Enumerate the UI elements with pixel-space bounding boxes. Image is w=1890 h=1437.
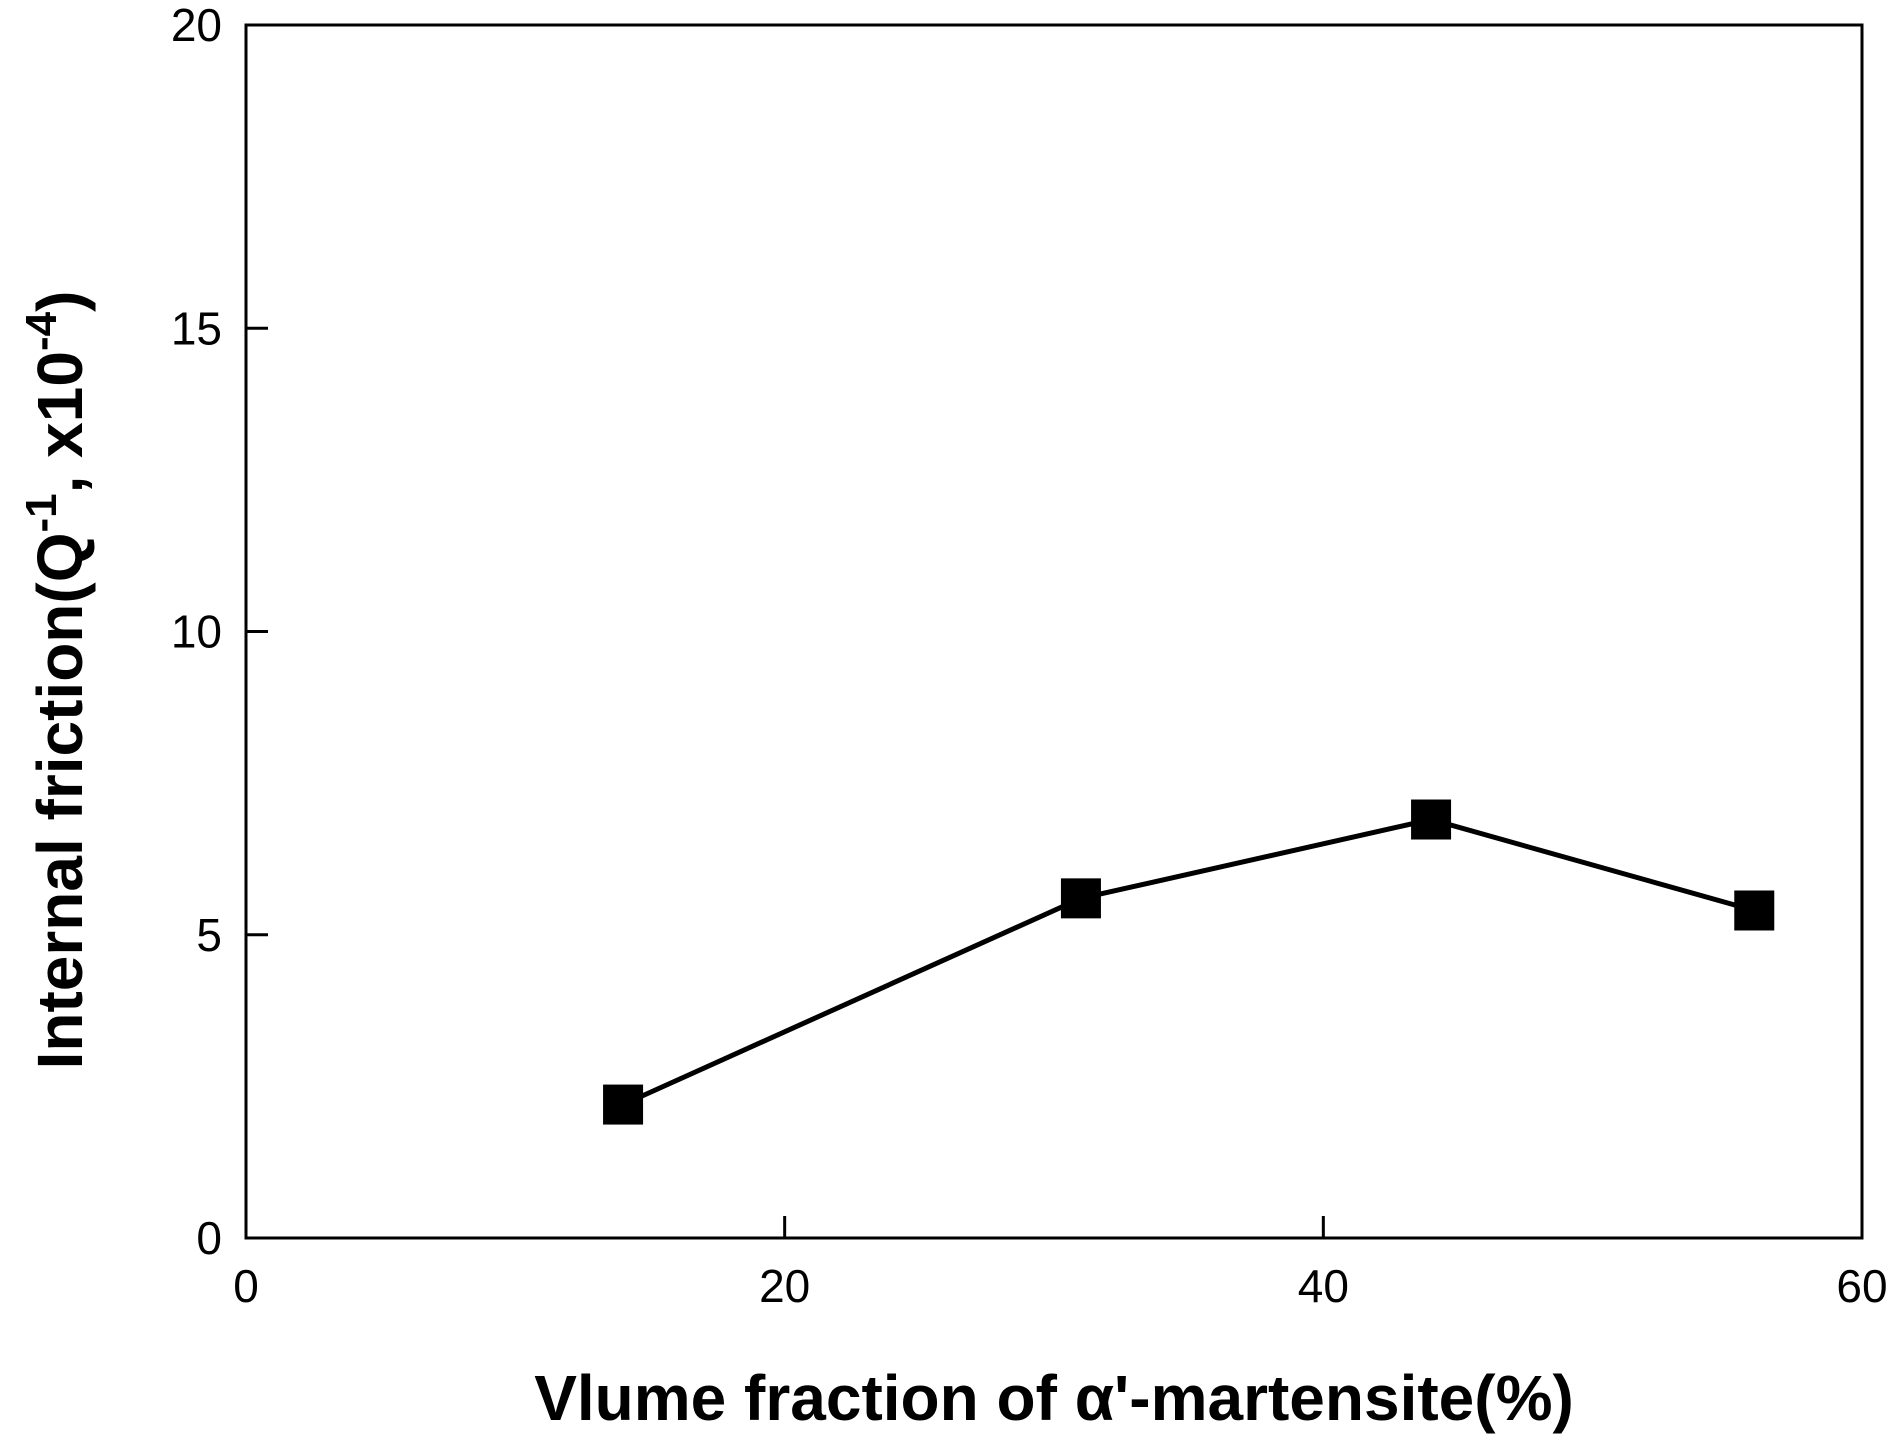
y-tick-label: 10 <box>171 606 222 658</box>
y-tick-label: 5 <box>196 909 222 961</box>
series-layer <box>603 799 1775 1125</box>
data-point-marker <box>1734 890 1775 931</box>
data-point-marker <box>603 1084 644 1125</box>
x-tick-label: 20 <box>759 1260 810 1312</box>
data-point-marker <box>1060 878 1101 919</box>
y-axis-title-suffix: ) <box>24 291 96 312</box>
x-axis-title: Vlume fraction of α'-martensite(%) <box>534 1362 1574 1434</box>
data-point-marker <box>1411 799 1452 840</box>
plot-frame <box>244 23 1864 1240</box>
y-axis-title-sup2: -4 <box>17 311 66 351</box>
y-axis-title: Internal friction(Q-1, x10-4) <box>17 291 96 1070</box>
y-tick-label: 0 <box>196 1212 222 1264</box>
x-axis-ticks: 0 20 40 60 <box>233 1216 1888 1312</box>
y-axis-ticks: 0 5 10 15 20 <box>171 0 268 1264</box>
x-tick-label: 0 <box>233 1260 259 1312</box>
y-axis-title-prefix: Internal friction(Q <box>24 533 96 1070</box>
x-tick-label: 60 <box>1836 1260 1887 1312</box>
y-axis-title-middle: , x10 <box>24 351 96 493</box>
series-line <box>622 816 1755 1107</box>
y-tick-label: 20 <box>171 0 222 51</box>
y-tick-label: 15 <box>171 302 222 354</box>
y-axis-title-sup1: -1 <box>17 493 66 532</box>
x-tick-label: 40 <box>1298 1260 1349 1312</box>
